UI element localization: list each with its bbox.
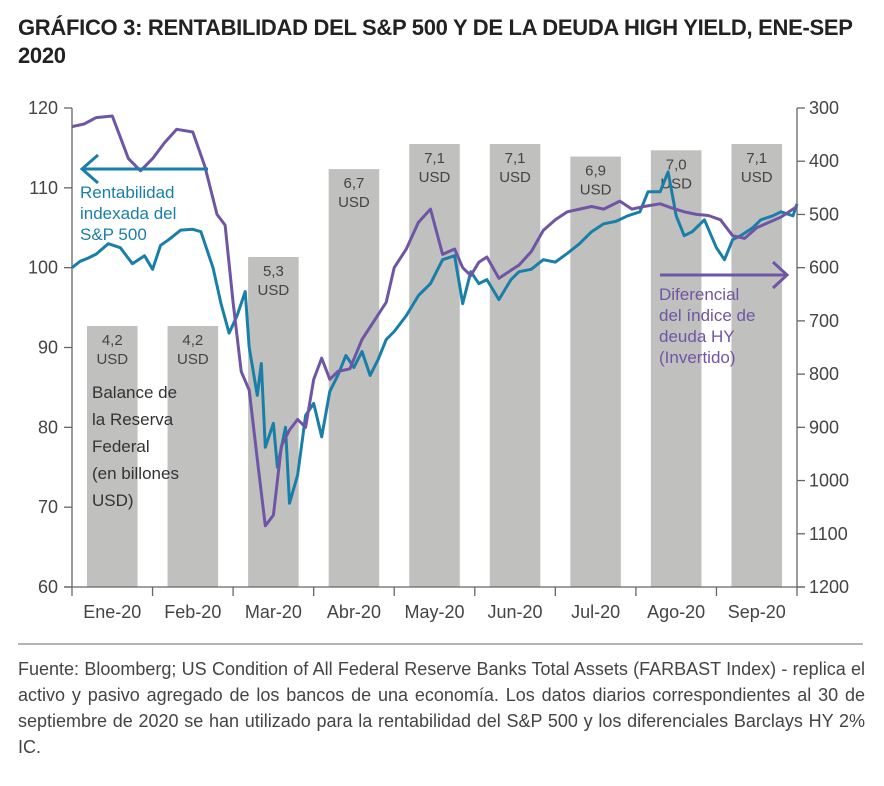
source-note: Fuente: Bloomberg; US Condition of All F… — [18, 659, 865, 757]
x-axis-tick-label: Jun-20 — [488, 602, 543, 622]
bar-value-label: 4,2 — [182, 332, 203, 349]
divider — [18, 643, 863, 645]
bar-value-label: 5,3 — [263, 263, 284, 280]
bar-unit-label: USD — [580, 182, 612, 199]
hy-spread-label: deuda HY — [659, 327, 735, 346]
bars-layer: 4,2 USD 4,2 USD 5,3 USD 6,7 USD 7,1 USD 7,1 USD 6,9 U… — [87, 144, 782, 587]
right-axis-tick-label: 1200 — [809, 577, 849, 597]
bar-value-label: 7,0 — [666, 156, 687, 173]
bar-unit-label: USD — [258, 282, 290, 299]
chart: 4,2 USD 4,2 USD 5,3 USD 6,7 USD 7,1 USD 7,1 USD 6,9 U… — [28, 98, 849, 622]
x-axis-tick-label: May-20 — [404, 602, 464, 622]
bar-value-label: 7,1 — [505, 150, 526, 167]
fed-balance-label: (en billones — [92, 464, 179, 483]
bar-value-label: 6,7 — [344, 175, 365, 192]
right-axis-tick-label: 800 — [809, 364, 839, 384]
right-axis-tick-label: 1000 — [809, 471, 849, 491]
hy-spread-label: del índice de — [659, 306, 755, 325]
sp500-label: Rentabilidad — [80, 183, 175, 202]
fed-balance-label: Balance de — [92, 383, 177, 402]
x-axis-tick-label: Ene-20 — [83, 602, 141, 622]
hy-arrow-head — [771, 260, 790, 290]
fed-balance-label: Federal — [92, 437, 150, 456]
left-axis-tick-label: 70 — [38, 497, 58, 517]
lines-layer — [71, 114, 799, 528]
x-axis-tick-label: Abr-20 — [327, 602, 381, 622]
bar-unit-label: USD — [499, 169, 531, 186]
x-axis-tick-label: Ago-20 — [647, 602, 705, 622]
fed-balance-bar — [167, 326, 219, 587]
sp500-arrow-head — [79, 153, 99, 185]
right-axis-tick-label: 500 — [809, 204, 839, 224]
bar-value-label: 7,1 — [424, 150, 445, 167]
left-axis-tick-label: 110 — [29, 178, 58, 198]
sp500-line — [71, 170, 799, 505]
right-axis-tick-label: 300 — [809, 98, 839, 118]
right-axis-tick-label: 900 — [809, 417, 839, 437]
bar-value-label: 4,2 — [102, 332, 123, 349]
right-axis-tick-label: 1100 — [809, 524, 848, 544]
left-axis-tick-label: 60 — [38, 577, 58, 597]
sp500-label: indexada del — [80, 204, 176, 223]
fed-balance-label: la Reserva — [92, 410, 174, 429]
left-axis-tick-label: 80 — [38, 417, 58, 437]
left-axis-tick-label: 90 — [38, 338, 58, 358]
left-axis-tick-label: 100 — [28, 258, 58, 278]
right-axis-tick-label: 700 — [809, 311, 839, 331]
fed-balance-bar — [87, 326, 138, 587]
hy-spread-label: (Invertido) — [659, 348, 736, 367]
bar-value-label: 7,1 — [746, 150, 767, 167]
chart-title: GRÁFICO 3: RENTABILIDAD DEL S&P 500 Y DE… — [18, 15, 853, 68]
fed-balance-bar — [650, 150, 702, 587]
bar-unit-label: USD — [419, 169, 451, 186]
x-axis-tick-label: Feb-20 — [164, 602, 221, 622]
bar-unit-label: USD — [338, 194, 370, 211]
hy-spread-line — [71, 114, 798, 528]
x-axis-tick-label: Jul-20 — [571, 602, 620, 622]
fed-balance-bar — [489, 144, 541, 587]
bar-unit-label: USD — [177, 351, 209, 368]
left-axis-tick-label: 120 — [28, 98, 58, 118]
bar-value-label: 6,9 — [585, 163, 606, 180]
right-axis-tick-label: 400 — [809, 151, 839, 171]
sp500-label: S&P 500 — [80, 225, 147, 244]
axes-layer: 60 70 80 90 100 110 120 300 400 500 600 700 800 900 10… — [28, 98, 849, 622]
fed-balance-label: USD) — [92, 491, 134, 510]
bar-unit-label: USD — [96, 351, 128, 368]
hy-spread-label: Diferencial — [659, 285, 739, 304]
bar-unit-label: USD — [741, 169, 773, 186]
x-axis-tick-label: Sep-20 — [728, 602, 786, 622]
right-axis-tick-label: 600 — [809, 258, 839, 278]
annotations-layer: Rentabilidad indexada del S&P 500 Diferenci… — [79, 153, 790, 510]
fed-balance-bar — [409, 144, 460, 587]
fed-balance-bar — [731, 144, 782, 587]
x-axis-tick-label: Mar-20 — [245, 602, 302, 622]
